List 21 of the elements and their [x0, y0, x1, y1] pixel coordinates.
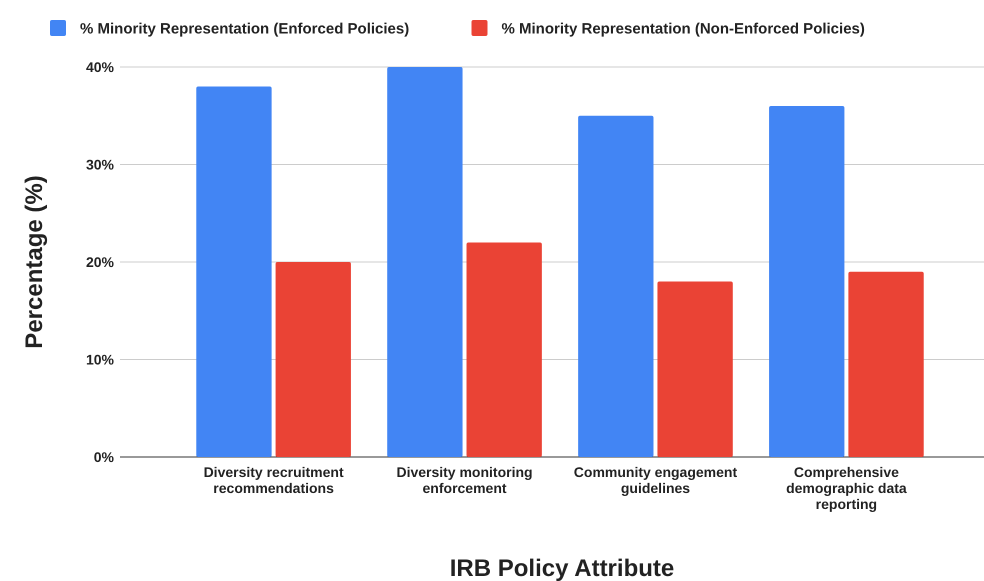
x-axis-title: IRB Policy Attribute — [450, 555, 674, 581]
bar — [769, 106, 844, 457]
bar — [657, 282, 733, 457]
y-axis-title: Percentage (%) — [21, 175, 48, 349]
y-tick-label: 40% — [86, 58, 115, 75]
bar — [276, 262, 351, 457]
legend-label: % Minority Representation (Non-Enforced Policies) — [502, 20, 865, 38]
y-tick-label: 10% — [86, 351, 115, 368]
x-tick-label: Diversity monitoring enforcement — [396, 464, 533, 496]
y-tick-label: 20% — [86, 254, 115, 270]
legend-label: % Minority Representation (Enforced Policies) — [80, 20, 410, 38]
bar — [387, 67, 463, 457]
y-tick-label: 0% — [94, 448, 115, 465]
x-tick-label: Diversity recruitment recommendations — [204, 464, 344, 496]
bar — [848, 272, 924, 457]
bar — [196, 86, 272, 457]
x-tick-label: Comprehensive demographic data reporting — [786, 464, 907, 512]
x-tick-label: Community engagement guidelines — [574, 464, 738, 496]
bar — [578, 116, 654, 457]
bar — [466, 242, 542, 457]
y-tick-label: 30% — [86, 156, 115, 172]
